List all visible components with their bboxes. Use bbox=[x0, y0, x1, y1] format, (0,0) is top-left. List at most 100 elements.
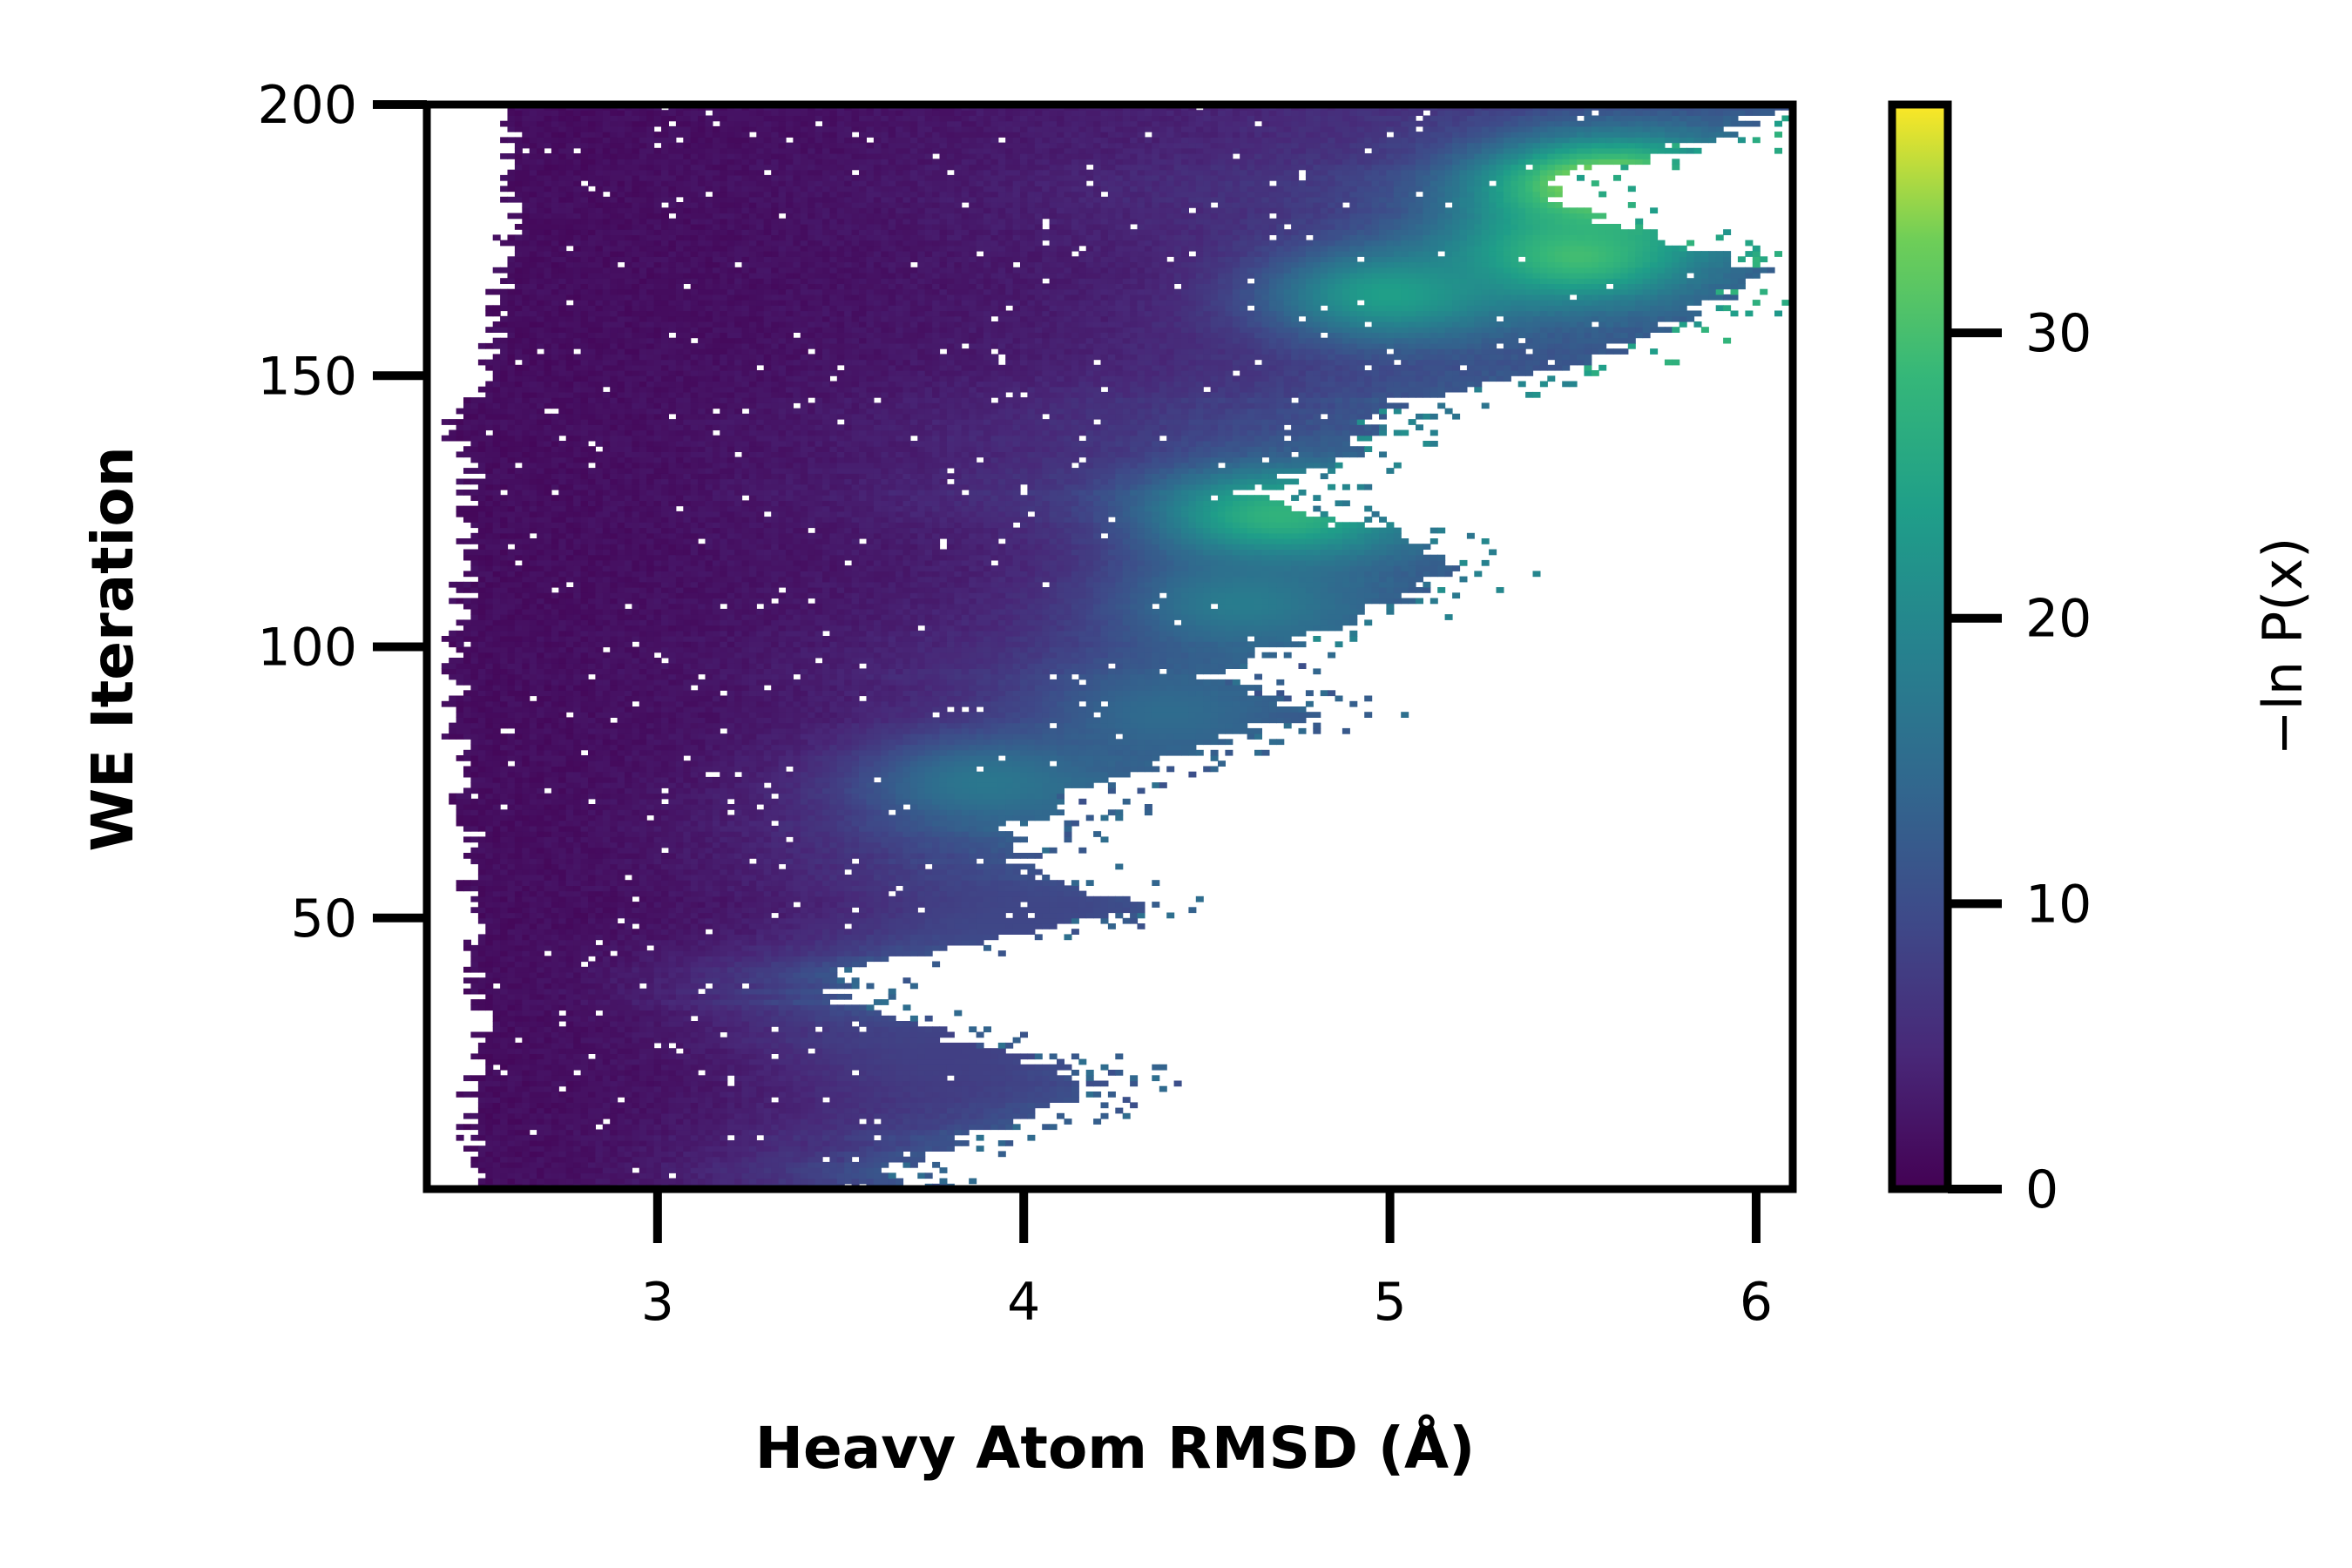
heatmap-cell bbox=[690, 1146, 699, 1152]
heatmap-cell bbox=[653, 1037, 662, 1044]
heatmap-cell bbox=[610, 890, 618, 897]
heatmap-cell bbox=[492, 868, 501, 875]
heatmap-cell bbox=[661, 880, 669, 886]
heatmap-cell bbox=[778, 988, 787, 995]
heatmap-cell bbox=[763, 1064, 772, 1071]
heatmap-cell bbox=[537, 939, 545, 946]
heatmap-cell bbox=[946, 831, 955, 837]
heatmap-cell bbox=[778, 944, 787, 951]
heatmap-cell bbox=[976, 907, 984, 914]
heatmap-cell bbox=[734, 890, 743, 897]
heatmap-cell bbox=[529, 825, 537, 832]
heatmap-cell bbox=[529, 776, 545, 783]
heatmap-cell bbox=[851, 831, 860, 837]
heatmap-cell bbox=[632, 907, 640, 914]
heatmap-cell bbox=[873, 1097, 882, 1103]
heatmap-cell bbox=[859, 1151, 867, 1158]
heatmap-cell bbox=[492, 1134, 501, 1141]
heatmap-cell bbox=[529, 923, 537, 929]
heatmap-cell bbox=[470, 1156, 479, 1163]
heatmap-cell bbox=[771, 1070, 780, 1076]
heatmap-cell bbox=[668, 983, 677, 990]
heatmap-cell bbox=[653, 1048, 662, 1054]
heatmap-cell bbox=[537, 1037, 545, 1044]
heatmap-cell bbox=[537, 1102, 545, 1109]
heatmap-cell bbox=[485, 1080, 494, 1087]
heatmap-cell bbox=[573, 1058, 582, 1065]
heatmap-cell bbox=[932, 1129, 941, 1136]
heatmap-cell bbox=[653, 1092, 662, 1098]
heatmap-cell bbox=[748, 1026, 757, 1033]
heatmap-cell bbox=[844, 820, 853, 827]
heatmap-cell bbox=[573, 988, 582, 995]
heatmap-cell bbox=[881, 1112, 889, 1119]
heatmap-cell bbox=[470, 804, 479, 810]
heatmap-cell bbox=[902, 836, 911, 843]
heatmap-cell bbox=[1078, 798, 1087, 805]
heatmap-cell bbox=[734, 983, 743, 990]
heatmap-cell bbox=[573, 863, 582, 870]
heatmap-cell bbox=[675, 1064, 684, 1071]
heatmap-cell bbox=[617, 885, 625, 892]
heatmap-cell bbox=[514, 1058, 523, 1065]
heatmap-cell bbox=[558, 853, 567, 859]
heatmap-cell bbox=[720, 1124, 728, 1131]
heatmap-cell bbox=[625, 1124, 632, 1131]
heatmap-cell bbox=[902, 885, 911, 892]
heatmap-cell bbox=[881, 896, 889, 902]
heatmap-cell bbox=[522, 1124, 531, 1131]
heatmap-cell bbox=[1107, 1092, 1116, 1098]
heatmap-cell bbox=[588, 1048, 596, 1054]
heatmap-cell bbox=[844, 1048, 853, 1054]
heatmap-cell bbox=[558, 890, 567, 897]
heatmap-cell bbox=[1115, 1107, 1124, 1114]
heatmap-cell bbox=[514, 956, 523, 963]
heatmap-cell bbox=[500, 890, 509, 897]
heatmap-cell bbox=[661, 1167, 669, 1173]
heatmap-cell bbox=[896, 1037, 904, 1044]
heatmap-cell bbox=[595, 1048, 611, 1054]
heatmap-cell bbox=[617, 1026, 625, 1033]
heatmap-cell bbox=[632, 1010, 640, 1017]
heatmap-cell bbox=[492, 1053, 509, 1060]
heatmap-cell bbox=[873, 858, 889, 865]
heatmap-cell bbox=[741, 1058, 750, 1065]
heatmap-cell bbox=[1057, 885, 1064, 892]
heatmap-cell bbox=[836, 944, 845, 951]
heatmap-cell bbox=[997, 890, 1021, 897]
heatmap-cell bbox=[690, 858, 699, 865]
heatmap-cell bbox=[646, 896, 655, 902]
heatmap-cell bbox=[477, 863, 486, 870]
heatmap-cell bbox=[500, 1097, 509, 1103]
heatmap-cell bbox=[544, 1015, 552, 1022]
heatmap-cell bbox=[617, 950, 625, 956]
heatmap-cell bbox=[485, 1107, 494, 1114]
heatmap-cell bbox=[763, 923, 772, 929]
heatmap-cell bbox=[573, 902, 582, 908]
heatmap-cell bbox=[675, 1042, 684, 1049]
heatmap-cell bbox=[814, 1075, 823, 1082]
heatmap-cell bbox=[565, 1026, 574, 1033]
heatmap-cell bbox=[859, 1161, 867, 1168]
heatmap-cell bbox=[727, 1085, 735, 1092]
heatmap-cell bbox=[763, 1119, 772, 1125]
heatmap-cell bbox=[507, 1092, 516, 1098]
heatmap-cell bbox=[844, 831, 853, 837]
heatmap-cell bbox=[873, 890, 882, 897]
heatmap-cell bbox=[602, 944, 611, 951]
heatmap-cell bbox=[500, 1037, 509, 1044]
heatmap-cell bbox=[653, 1156, 662, 1163]
heatmap-cell bbox=[939, 836, 948, 843]
heatmap-cell bbox=[485, 793, 494, 800]
heatmap-cell bbox=[939, 1167, 948, 1173]
heatmap-cell bbox=[866, 1146, 875, 1152]
heatmap-cell bbox=[778, 841, 787, 848]
heatmap-cell bbox=[602, 875, 611, 881]
heatmap-cell bbox=[969, 1085, 977, 1092]
heatmap-cell bbox=[741, 1004, 750, 1011]
heatmap-cell bbox=[836, 1070, 845, 1076]
heatmap-cell bbox=[551, 1064, 559, 1071]
heatmap-cell bbox=[939, 1026, 948, 1033]
heatmap-cell bbox=[595, 956, 604, 963]
heatmap-cell bbox=[946, 896, 955, 902]
